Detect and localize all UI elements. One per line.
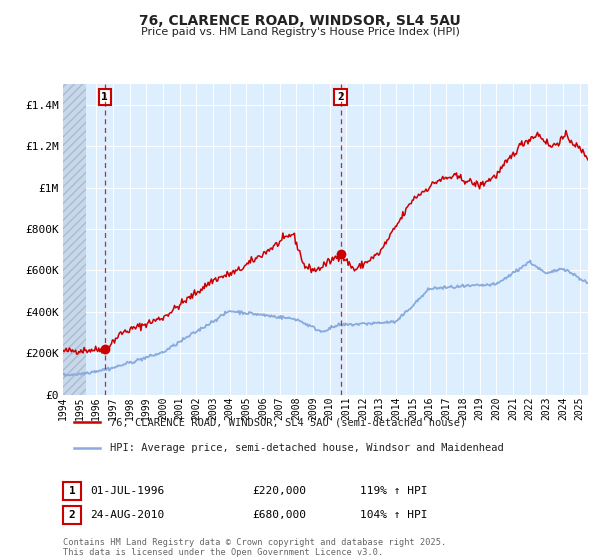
Text: Contains HM Land Registry data © Crown copyright and database right 2025.
This d: Contains HM Land Registry data © Crown c… (63, 538, 446, 557)
Text: 119% ↑ HPI: 119% ↑ HPI (360, 486, 427, 496)
Text: 76, CLARENCE ROAD, WINDSOR, SL4 5AU (semi-detached house): 76, CLARENCE ROAD, WINDSOR, SL4 5AU (sem… (110, 418, 467, 427)
Text: 1: 1 (68, 486, 76, 496)
Text: 104% ↑ HPI: 104% ↑ HPI (360, 510, 427, 520)
Text: 1: 1 (101, 92, 108, 102)
Text: 2: 2 (337, 92, 344, 102)
Text: 2: 2 (68, 510, 76, 520)
Text: £220,000: £220,000 (252, 486, 306, 496)
Text: 76, CLARENCE ROAD, WINDSOR, SL4 5AU: 76, CLARENCE ROAD, WINDSOR, SL4 5AU (139, 14, 461, 28)
Text: £680,000: £680,000 (252, 510, 306, 520)
Point (336, 249, 346, 258)
Text: Price paid vs. HM Land Registry's House Price Index (HPI): Price paid vs. HM Land Registry's House … (140, 27, 460, 37)
Text: HPI: Average price, semi-detached house, Windsor and Maidenhead: HPI: Average price, semi-detached house,… (110, 443, 504, 452)
Bar (63, 84, 86, 395)
Point (100, 345, 109, 354)
Text: 01-JUL-1996: 01-JUL-1996 (90, 486, 164, 496)
Text: 24-AUG-2010: 24-AUG-2010 (90, 510, 164, 520)
